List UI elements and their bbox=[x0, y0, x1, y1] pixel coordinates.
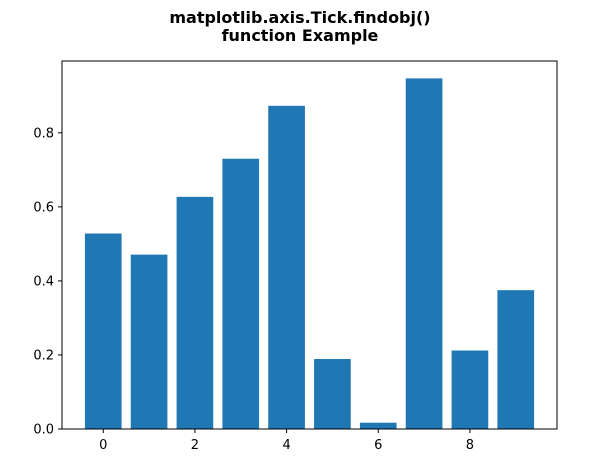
axes-frame bbox=[61, 60, 558, 430]
bar-5 bbox=[314, 359, 351, 429]
chart-title-line-1: matplotlib.axis.Tick.findobj() bbox=[169, 8, 430, 27]
chart-title-line-2: function Example bbox=[222, 26, 379, 45]
y-tick-label: 0.0 bbox=[33, 423, 54, 438]
y-tick-label: 0.6 bbox=[33, 200, 54, 215]
y-tick-label: 0.8 bbox=[33, 126, 54, 141]
bar-7 bbox=[405, 78, 443, 430]
x-tick-label: 8 bbox=[466, 438, 474, 453]
bar-8 bbox=[451, 350, 489, 429]
bar-4 bbox=[268, 105, 305, 429]
x-tick-label: 2 bbox=[191, 438, 199, 453]
x-tick-label: 0 bbox=[99, 438, 107, 453]
bar-2 bbox=[176, 196, 214, 429]
x-axis-ticks: 0 2 4 6 8 bbox=[99, 429, 474, 453]
x-tick-label: 6 bbox=[374, 438, 382, 453]
x-tick-label: 4 bbox=[282, 438, 290, 453]
y-tick-label: 0.4 bbox=[33, 274, 54, 289]
bar-0 bbox=[84, 233, 122, 429]
y-axis-ticks: 0.0 0.2 0.4 0.6 0.8 bbox=[33, 126, 62, 438]
bar-6 bbox=[359, 422, 397, 429]
bar-9 bbox=[497, 290, 535, 429]
bar-3 bbox=[222, 158, 260, 429]
y-tick-label: 0.2 bbox=[33, 348, 54, 363]
bars-group bbox=[84, 78, 535, 430]
bar-1 bbox=[130, 254, 168, 429]
